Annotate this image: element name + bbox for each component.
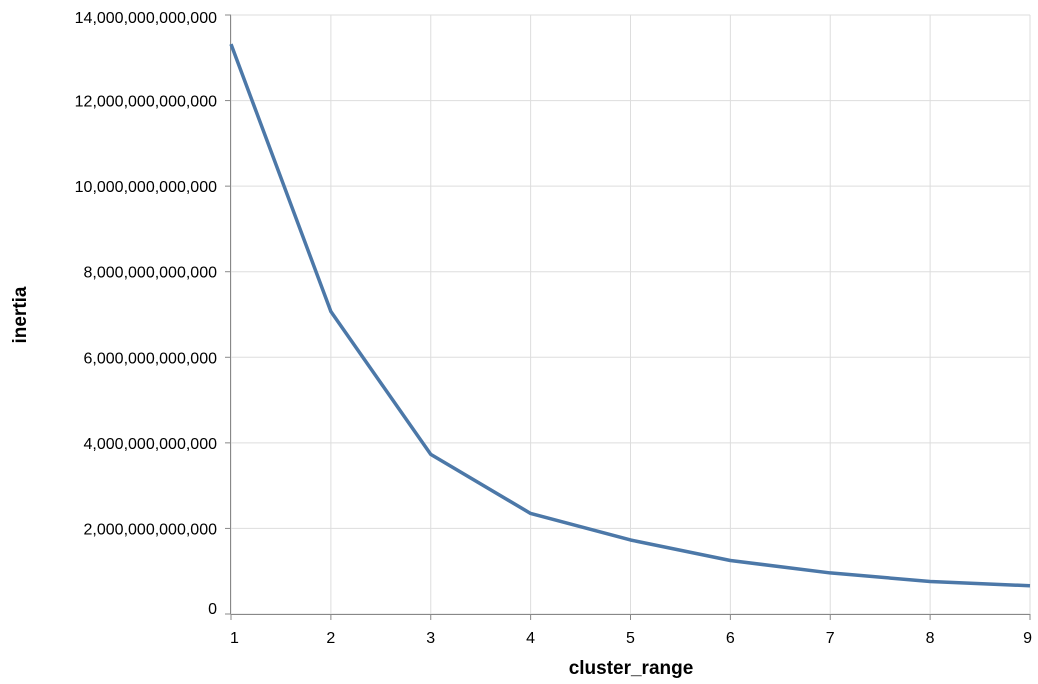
x-tick-label-3: 4 <box>526 630 535 647</box>
grid <box>230 14 1031 615</box>
y-tick-label-1: 2,000,000,000,000 <box>84 521 218 538</box>
y-tick-label-0: 0 <box>208 601 217 618</box>
x-axis-title: cluster_range <box>569 658 694 679</box>
y-tick-label-2: 4,000,000,000,000 <box>84 436 218 453</box>
x-tick-label-4: 5 <box>626 630 635 647</box>
series-layer <box>229 43 1031 588</box>
y-tick-label-5: 10,000,000,000,000 <box>75 179 217 196</box>
axes: 1 2 3 4 5 6 7 8 9 0 2,000,000,000,000 4,000,000,000… <box>75 10 1032 647</box>
y-tick-label-4: 8,000,000,000,000 <box>84 265 218 282</box>
x-tick-label-8: 9 <box>1023 630 1032 647</box>
x-tick-label-2: 3 <box>426 630 435 647</box>
y-tick-label-6: 12,000,000,000,000 <box>75 94 217 111</box>
x-tick-label-7: 8 <box>926 630 935 647</box>
y-tick-label-3: 6,000,000,000,000 <box>84 350 218 367</box>
x-tick-label-6: 7 <box>826 630 835 647</box>
y-axis-title: inertia <box>10 286 31 343</box>
x-tick-label-0: 1 <box>230 630 239 647</box>
x-tick-label-1: 2 <box>326 630 335 647</box>
y-tick-label-7: 14,000,000,000,000 <box>75 10 217 27</box>
series-line-0 <box>229 43 1031 588</box>
x-tick-label-5: 6 <box>726 630 735 647</box>
